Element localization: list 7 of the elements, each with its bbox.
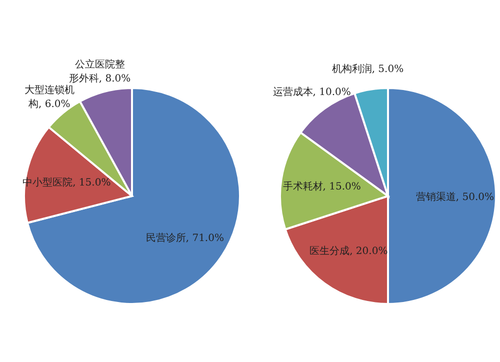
slice-label: 大型连锁机构, 6.0% — [24, 84, 74, 110]
slice-label: 民营诊所, 71.0% — [146, 232, 224, 244]
slice-label: 运营成本, 10.0% — [272, 86, 351, 98]
slice-label: 机构利润, 5.0% — [332, 62, 404, 75]
slice-label: 手术耗材, 15.0% — [282, 180, 361, 193]
slice-label: 公立医院整形外科, 8.0% — [68, 58, 131, 84]
slice-label: 营销渠道, 50.0% — [416, 191, 494, 203]
